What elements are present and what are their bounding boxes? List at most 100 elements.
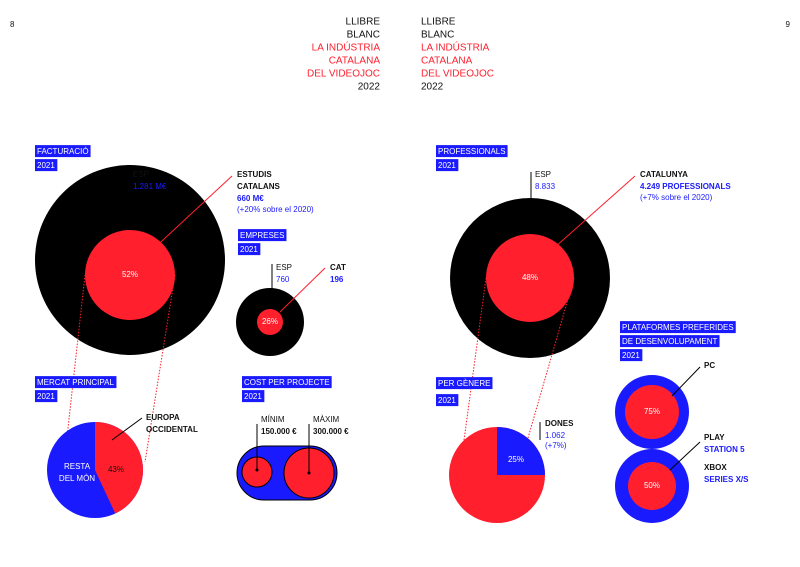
empreses: 26% ESP 760 CAT 196 EMPRESES 2021 — [236, 229, 346, 356]
leader — [111, 417, 143, 441]
circle — [625, 385, 679, 439]
tag-box — [436, 145, 508, 158]
header-line: BLANC — [347, 30, 380, 41]
leader — [671, 366, 701, 397]
header-line: BLANC — [421, 30, 454, 41]
value: 150.000 € — [261, 427, 297, 436]
tag-box — [620, 335, 720, 348]
value: 1.062 — [545, 431, 566, 440]
share: 25% — [508, 455, 524, 464]
header-line: CATALANA — [421, 56, 473, 67]
tag-box — [242, 390, 265, 403]
value: 660 M€ — [237, 194, 264, 203]
leader — [669, 441, 701, 471]
tag-box — [238, 229, 287, 242]
share: 50% — [644, 481, 660, 490]
page-number: 8 — [10, 20, 15, 29]
plataformes: 75% 50% PC PLAY STATION 5 XBOX SERIES X/… — [615, 321, 749, 523]
leader — [544, 175, 636, 257]
tag-box — [35, 145, 91, 158]
value: 1.281 M€ — [133, 182, 167, 191]
header-line: DEL VIDEOJOC — [421, 69, 494, 80]
tag: 2021 — [622, 351, 640, 360]
share: 26% — [262, 317, 278, 326]
page-number: 9 — [786, 20, 791, 29]
pie-slice — [497, 427, 545, 475]
label: DONES — [545, 419, 574, 428]
label: ESTUDIS — [237, 170, 272, 179]
leader — [279, 267, 326, 313]
tag: PLATAFORMES PREFERIDES — [622, 323, 734, 332]
circle — [628, 462, 676, 510]
change: (+7% sobre el 2020) — [640, 193, 713, 202]
tag-box — [436, 159, 459, 172]
tag: 2021 — [37, 392, 55, 401]
tag-box — [242, 376, 332, 389]
value: 196 — [330, 275, 344, 284]
tag: 2021 — [438, 161, 456, 170]
label: CATALUNYA — [640, 170, 688, 179]
tag-box — [620, 321, 736, 334]
header-line: 2022 — [421, 82, 444, 93]
tag-box — [620, 349, 643, 362]
header-line: CATALANA — [329, 56, 381, 67]
mercat: RESTA DEL MÓN 43% EUROPA OCCIDENTAL MERC… — [35, 376, 198, 518]
facturacio: 52% ESP 1.281 M€ ESTUDIS CATALANS 660 M€… — [35, 145, 314, 463]
label: PLAY — [704, 433, 725, 442]
tag: DE DESENVOLUPAMENT — [622, 337, 718, 346]
change: (+7%) — [545, 441, 567, 450]
share: 43% — [108, 465, 124, 474]
share: 48% — [522, 273, 538, 282]
label: ESP — [535, 170, 551, 179]
header-line: 2022 — [358, 82, 381, 93]
value: 8.833 — [535, 182, 556, 191]
tag: EMPRESES — [240, 231, 284, 240]
tag: MERCAT PRINCIPAL — [37, 378, 114, 387]
header-line: LLIBRE — [421, 17, 456, 28]
tag-box — [436, 394, 459, 407]
header: 8 9 LLIBRE BLANC LA INDÚSTRIA CATALANA D… — [10, 17, 791, 93]
value: 300.000 € — [313, 427, 349, 436]
tag: COST PER PROJECTE — [244, 378, 330, 387]
label: RESTA — [64, 462, 91, 471]
cost: MÍNIM 150.000 € MÀXIM 300.000 € COST PER… — [236, 376, 349, 501]
label: STATION 5 — [704, 445, 745, 454]
share: 52% — [122, 270, 138, 279]
header-line: LA INDÚSTRIA — [312, 41, 381, 54]
tag-box — [35, 376, 117, 389]
tag: FACTURACIÓ — [37, 147, 89, 156]
leader — [64, 274, 86, 456]
share: 75% — [644, 407, 660, 416]
label: XBOX — [704, 463, 727, 472]
label: OCCIDENTAL — [146, 425, 198, 434]
pie-slice — [95, 422, 144, 514]
label: CATALANS — [237, 182, 280, 191]
circle — [486, 234, 574, 322]
tag: 2021 — [37, 161, 55, 170]
label: DEL MÓN — [59, 474, 95, 483]
tag-box — [238, 243, 261, 256]
tag: 2021 — [438, 396, 456, 405]
change: (+20% sobre el 2020) — [237, 205, 314, 214]
label: CAT — [330, 263, 346, 272]
leader — [527, 277, 575, 439]
tag: 2021 — [244, 392, 262, 401]
label: MÍNIM — [261, 415, 285, 424]
label: PC — [704, 361, 715, 370]
genere: 25% DONES 1.062 (+7%) PER GÈNERE 2021 — [436, 377, 574, 523]
tag: 2021 — [240, 245, 258, 254]
professionals: 48% ESP 8.833 CATALUNYA 4.249 PROFESSION… — [436, 145, 731, 456]
header-line: LLIBRE — [346, 17, 381, 28]
label: EUROPA — [146, 413, 180, 422]
leader — [149, 175, 233, 253]
tag: PROFESSIONALS — [438, 147, 506, 156]
tag-box — [35, 390, 58, 403]
tag-box — [35, 159, 58, 172]
label: ESP — [276, 263, 292, 272]
circle — [257, 309, 283, 335]
value: 760 — [276, 275, 290, 284]
value: 4.249 PROFESSIONALS — [640, 182, 731, 191]
tag-box — [436, 377, 493, 390]
circle — [85, 230, 175, 320]
